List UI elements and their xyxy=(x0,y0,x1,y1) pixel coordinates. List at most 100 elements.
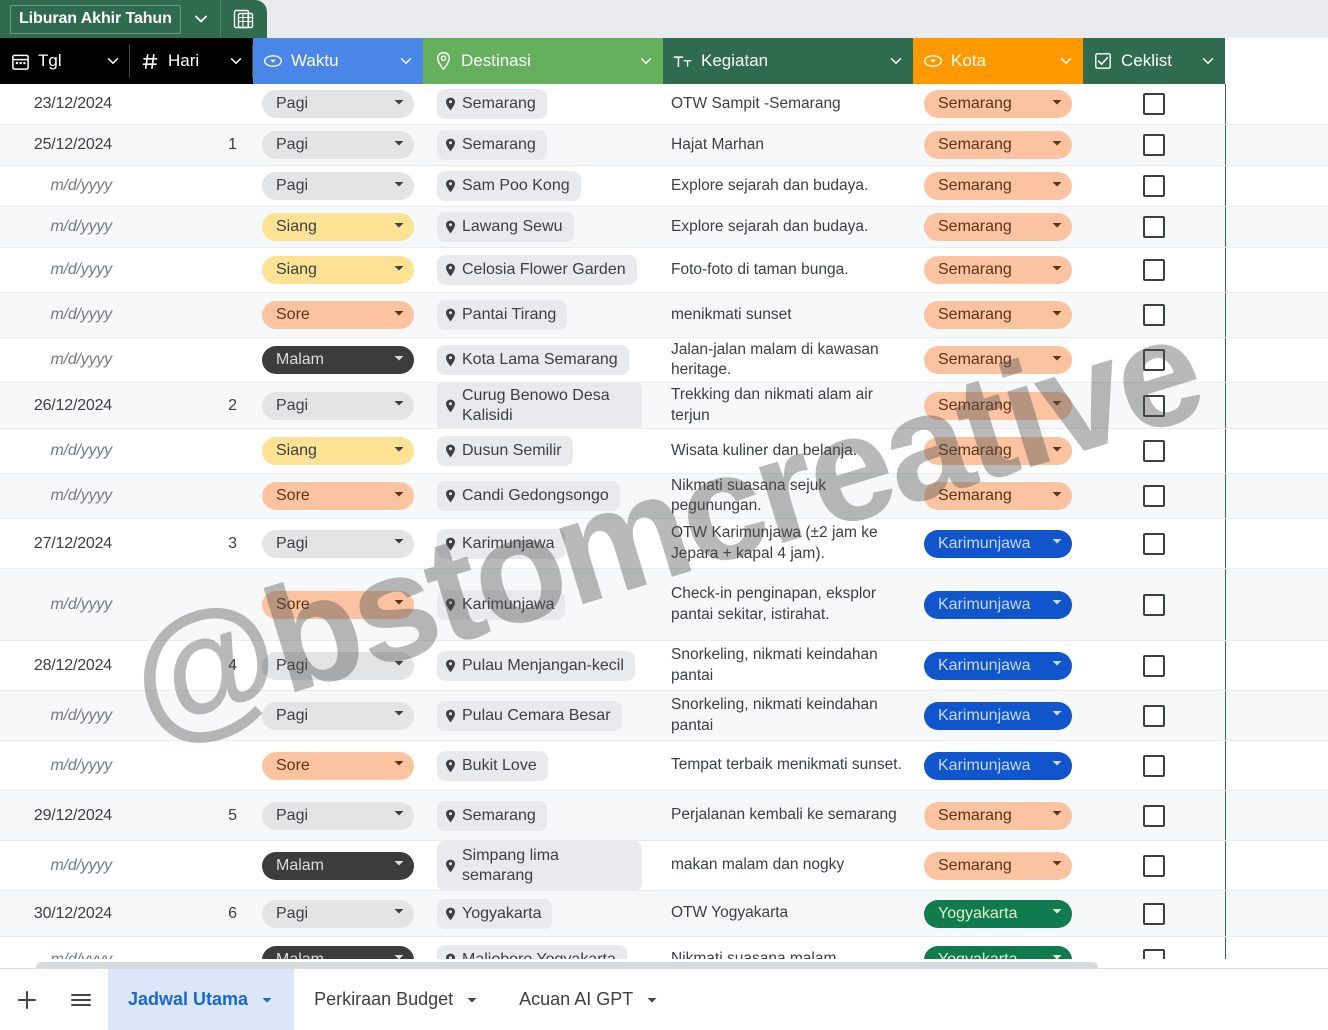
cell-waktu[interactable]: Pagi xyxy=(253,383,423,428)
sheet-tab-perkiraan-budget[interactable]: Perkiraan Budget xyxy=(294,969,499,1030)
cell-tgl[interactable]: m/d/yyyy xyxy=(0,937,130,960)
spreadsheet-icon[interactable] xyxy=(221,0,267,38)
cell-hari[interactable] xyxy=(130,207,253,247)
waktu-chip[interactable]: Pagi xyxy=(262,391,414,420)
waktu-chip[interactable]: Sore xyxy=(262,590,414,619)
ceklist-checkbox[interactable] xyxy=(1143,349,1165,371)
chevron-down-icon[interactable] xyxy=(1050,950,1064,959)
waktu-chip[interactable]: Pagi xyxy=(262,529,414,558)
cell-kegiatan[interactable]: Wisata kuliner dan belanja. xyxy=(663,429,913,473)
chevron-down-icon[interactable] xyxy=(395,53,417,69)
table-row[interactable]: m/d/yyyy Siang Lawang Sewu Explore sejarah … xyxy=(0,207,1328,248)
cell-waktu[interactable]: Siang xyxy=(253,248,423,292)
cell-destinasi[interactable]: Karimunjawa xyxy=(423,569,663,640)
table-row[interactable]: m/d/yyyy Pagi Pulau Cemara Besar Snorkeling… xyxy=(0,691,1328,741)
cell-kota[interactable]: Karimunjawa xyxy=(913,569,1083,640)
cell-hari[interactable] xyxy=(130,429,253,473)
column-header-tgl[interactable]: Tgl xyxy=(0,38,130,84)
column-header-ceklist[interactable]: Ceklist xyxy=(1083,38,1225,84)
horizontal-scrollbar-thumb[interactable] xyxy=(36,962,1098,973)
chevron-down-icon[interactable] xyxy=(1050,656,1064,675)
ceklist-checkbox[interactable] xyxy=(1143,485,1165,507)
cell-hari[interactable]: 1 xyxy=(130,125,253,165)
cell-ceklist[interactable] xyxy=(1083,741,1225,790)
cell-tgl[interactable]: m/d/yyyy xyxy=(0,691,130,740)
cell-kota[interactable]: Semarang xyxy=(913,293,1083,337)
destinasi-pill[interactable]: Semarang xyxy=(437,130,547,160)
cell-hari[interactable] xyxy=(130,166,253,206)
chevron-down-icon[interactable] xyxy=(392,950,406,959)
cell-kegiatan[interactable]: OTW Yogyakarta xyxy=(663,891,913,936)
cell-hari[interactable] xyxy=(130,248,253,292)
destinasi-pill[interactable]: Curug Benowo Desa Kalisidi xyxy=(437,383,642,428)
table-row[interactable]: 23/12/2024 Pagi Semarang OTW Sampit -Semara… xyxy=(0,84,1328,125)
ceklist-checkbox[interactable] xyxy=(1143,654,1165,677)
column-header-hari[interactable]: Hari xyxy=(130,38,253,84)
chevron-down-icon[interactable] xyxy=(392,442,406,461)
table-row[interactable]: m/d/yyyy Siang Dusun Semilir Wisata kuliner… xyxy=(0,429,1328,474)
kota-chip[interactable]: Semarang xyxy=(924,391,1072,420)
cell-waktu[interactable]: Sore xyxy=(253,293,423,337)
cell-waktu[interactable]: Siang xyxy=(253,207,423,247)
cell-tgl[interactable]: m/d/yyyy xyxy=(0,338,130,382)
cell-hari[interactable] xyxy=(130,293,253,337)
cell-tgl[interactable]: 27/12/2024 xyxy=(0,519,130,568)
chevron-down-icon[interactable] xyxy=(392,904,406,923)
ceklist-checkbox[interactable] xyxy=(1143,93,1165,115)
cell-waktu[interactable]: Malam xyxy=(253,841,423,890)
destinasi-pill[interactable]: Kota Lama Semarang xyxy=(437,345,629,375)
cell-hari[interactable] xyxy=(130,937,253,959)
cell-ceklist[interactable] xyxy=(1083,474,1225,518)
chevron-down-icon[interactable] xyxy=(1050,904,1064,923)
kota-chip[interactable]: Karimunjawa xyxy=(924,751,1072,780)
cell-waktu[interactable]: Sore xyxy=(253,569,423,640)
destinasi-pill[interactable]: Dusun Semilir xyxy=(437,436,573,466)
cell-tgl[interactable]: 25/12/2024 xyxy=(0,125,130,165)
cell-kegiatan[interactable]: Explore sejarah dan budaya. xyxy=(663,166,913,206)
chevron-down-icon[interactable] xyxy=(885,53,907,69)
table-row[interactable]: 27/12/2024 3 Pagi Karimunjawa OTW Karimunjaw… xyxy=(0,519,1328,569)
chevron-down-icon[interactable] xyxy=(1050,487,1064,506)
destinasi-pill[interactable]: Simpang lima semarang xyxy=(437,841,642,890)
column-header-kota[interactable]: Kota xyxy=(913,38,1083,84)
chevron-down-icon[interactable] xyxy=(392,706,406,725)
chevron-down-icon[interactable] xyxy=(1050,218,1064,237)
cell-ceklist[interactable] xyxy=(1083,84,1225,124)
waktu-chip[interactable]: Siang xyxy=(262,256,414,284)
cell-ceklist[interactable] xyxy=(1083,519,1225,568)
table-row[interactable]: m/d/yyyy Siang Celosia Flower Garden Foto-f… xyxy=(0,248,1328,293)
chevron-down-icon[interactable] xyxy=(1050,136,1064,155)
cell-hari[interactable] xyxy=(130,569,253,640)
chevron-down-icon[interactable] xyxy=(392,218,406,237)
cell-kegiatan[interactable]: Perjalanan kembali ke semarang xyxy=(663,791,913,840)
kota-chip[interactable]: Semarang xyxy=(924,482,1072,510)
cell-kota[interactable]: Yogyakarta xyxy=(913,937,1083,959)
waktu-chip[interactable]: Malam xyxy=(262,851,414,880)
destinasi-pill[interactable]: Pulau Cemara Besar xyxy=(437,700,622,731)
ceklist-checkbox[interactable] xyxy=(1143,754,1165,777)
cell-ceklist[interactable] xyxy=(1083,841,1225,890)
cell-tgl[interactable]: 28/12/2024 xyxy=(0,641,130,690)
chevron-down-icon[interactable] xyxy=(1050,595,1064,614)
cell-tgl[interactable]: m/d/yyyy xyxy=(0,741,130,790)
destinasi-pill[interactable]: Pantai Tirang xyxy=(437,300,568,330)
cell-kota[interactable]: Semarang xyxy=(913,474,1083,518)
waktu-chip[interactable]: Siang xyxy=(262,437,414,465)
cell-tgl[interactable]: m/d/yyyy xyxy=(0,429,130,473)
cell-waktu[interactable]: Malam xyxy=(253,937,423,959)
ceklist-checkbox[interactable] xyxy=(1143,440,1165,462)
kota-chip[interactable]: Semarang xyxy=(924,131,1072,159)
chevron-down-icon[interactable] xyxy=(392,756,406,775)
cell-destinasi[interactable]: Semarang xyxy=(423,84,663,124)
cell-destinasi[interactable]: Curug Benowo Desa Kalisidi xyxy=(423,383,663,428)
cell-kota[interactable]: Semarang xyxy=(913,125,1083,165)
chevron-down-icon[interactable] xyxy=(1197,53,1219,69)
document-title[interactable]: Liburan Akhir Tahun xyxy=(10,4,181,34)
cell-waktu[interactable]: Pagi xyxy=(253,166,423,206)
waktu-chip[interactable]: Pagi xyxy=(262,172,414,200)
destinasi-pill[interactable]: Semarang xyxy=(437,89,547,119)
kota-chip[interactable]: Yogyakarta xyxy=(924,945,1072,959)
chevron-down-icon[interactable] xyxy=(225,53,247,69)
destinasi-pill[interactable]: Karimunjawa xyxy=(437,589,566,620)
kota-chip[interactable]: Semarang xyxy=(924,90,1072,118)
